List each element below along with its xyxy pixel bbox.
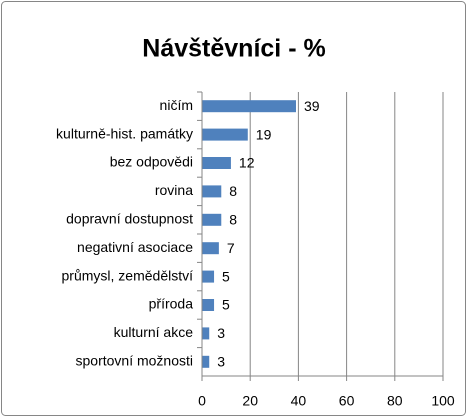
- y-tick-label: kulturně-hist. památky: [56, 125, 193, 141]
- value-label: 5: [222, 297, 230, 313]
- y-tick-label: kulturní akce: [114, 324, 194, 340]
- x-tick-label: 60: [339, 393, 355, 409]
- bar: [202, 270, 215, 283]
- bar: [202, 355, 210, 368]
- y-tick-label: sportovní možnosti: [76, 353, 194, 369]
- value-label: 7: [227, 240, 235, 256]
- value-label: 39: [304, 98, 320, 114]
- value-label: 3: [217, 354, 225, 370]
- bar: [202, 299, 215, 311]
- bar: [202, 157, 231, 169]
- y-tick-label: příroda: [149, 296, 194, 312]
- bar: [202, 213, 222, 226]
- x-tick-label: 80: [387, 393, 403, 409]
- bar: [202, 327, 210, 340]
- bar: [202, 242, 219, 255]
- y-tick-label: ničím: [160, 97, 193, 113]
- bar: [202, 128, 248, 141]
- value-label: 8: [229, 183, 237, 199]
- x-tick-label: 20: [242, 393, 258, 409]
- bar: [202, 100, 296, 113]
- y-tick-label: negativní asociace: [77, 239, 193, 255]
- value-label: 12: [239, 155, 255, 171]
- y-tick-label: dopravní dostupnost: [66, 211, 193, 227]
- value-label: 5: [222, 268, 230, 284]
- chart-title: Návštěvníci - %: [142, 35, 325, 63]
- value-label: 19: [256, 126, 272, 142]
- x-tick-label: 0: [198, 393, 206, 409]
- y-tick-label: rovina: [155, 182, 193, 198]
- y-tick-label: bez odpovědi: [110, 154, 193, 170]
- value-label: 8: [229, 212, 237, 228]
- value-label: 3: [217, 325, 225, 341]
- x-tick-label: 40: [291, 393, 307, 409]
- y-tick-label: průmysl, zemědělství: [62, 267, 194, 283]
- x-tick-label: 100: [431, 393, 455, 409]
- bar: [202, 185, 222, 198]
